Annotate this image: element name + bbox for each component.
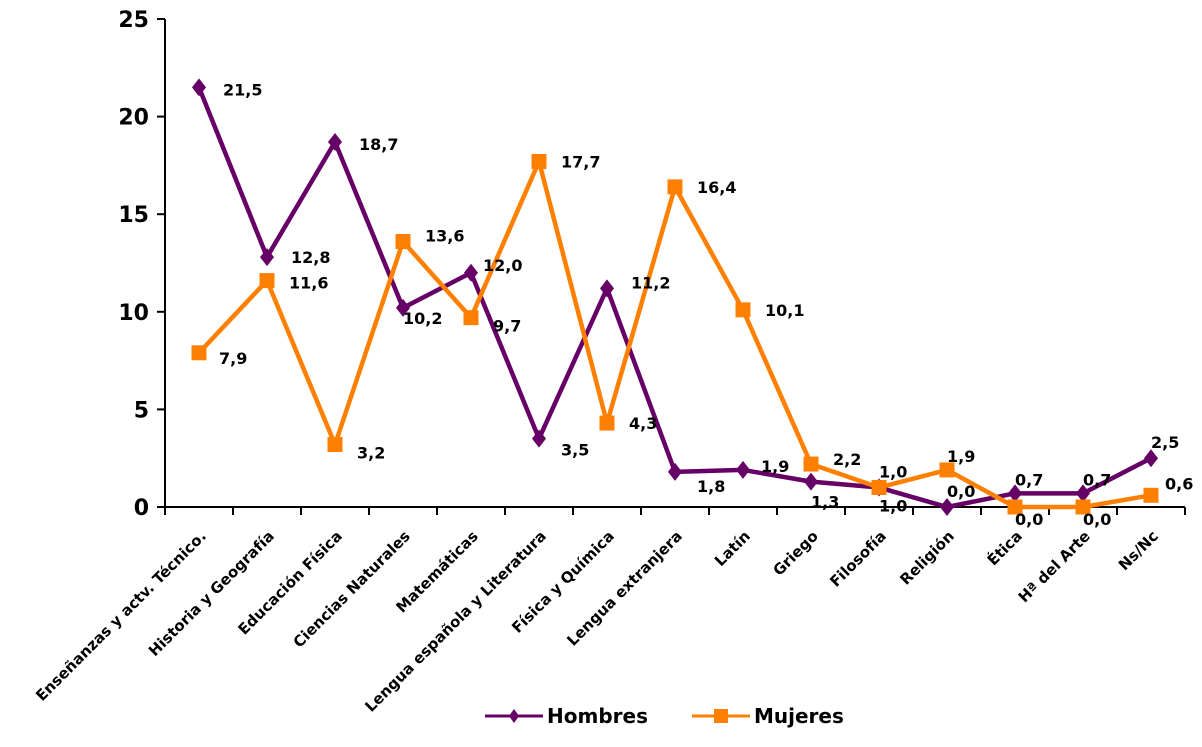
data-label-hombres: 1,8 [697,477,725,496]
data-label-hombres: 2,5 [1151,433,1179,452]
data-label-hombres: 0,0 [947,482,975,501]
y-axis-ticks: 0 5 10 15 20 25 [118,8,165,521]
data-label-mujeres: 11,6 [289,274,328,293]
series-layer [191,78,1159,516]
legend: Hombres Mujeres [485,704,844,728]
x-tick-label: Ética [983,526,1026,569]
series-line-mujeres [197,159,1152,510]
data-point-hombres [192,78,206,97]
x-tick-label: Religión [896,527,957,588]
data-label-hombres: 18,7 [359,135,398,154]
data-label-hombres: 1,0 [879,496,907,515]
data-point-hombres [940,498,954,516]
data-point-mujeres [1075,499,1091,515]
data-point-mujeres [735,302,751,318]
data-point-mujeres [803,456,819,472]
y-tick-label: 25 [118,8,149,33]
y-tick-label: 20 [118,106,149,131]
x-tick-label: Lengua extranjera [563,527,685,649]
data-point-hombres [1076,484,1090,503]
data-point-hombres [464,263,478,282]
legend-label-mujeres: Mujeres [754,704,844,728]
y-tick-label: 15 [118,203,149,228]
data-label-mujeres: 1,9 [947,447,975,466]
y-tick-label: 10 [118,301,149,326]
data-label-hombres: 21,5 [223,80,262,99]
data-label-hombres: 11,2 [631,273,670,292]
data-labels: 21,5 12,8 18,7 10,2 12,0 3,5 11,2 1,8 1,9 1,3 1,0 0… [219,80,1193,529]
data-point-hombres [260,248,274,267]
data-point-hombres [668,462,682,481]
data-label-mujeres: 1,0 [879,462,907,481]
data-point-mujeres [871,479,887,495]
data-point-mujeres [531,153,547,169]
data-point-mujeres [939,462,955,478]
data-point-hombres [396,298,410,317]
data-point-hombres [1144,449,1158,468]
data-label-hombres: 0,7 [1083,470,1111,489]
data-label-hombres: 3,5 [561,441,589,460]
data-point-hombres [328,132,342,151]
data-point-mujeres [327,437,343,453]
data-point-hombres [1008,484,1022,503]
legend-label-hombres: Hombres [547,704,648,728]
data-label-mujeres: 13,6 [425,227,464,246]
data-label-mujeres: 2,2 [833,450,861,469]
data-label-mujeres: 0,0 [1015,510,1043,529]
data-point-mujeres [667,179,683,195]
data-point-hombres [532,429,546,448]
data-label-mujeres: 16,4 [697,178,736,197]
x-tick-label: Ns/Nc [1115,527,1162,574]
data-label-mujeres: 10,1 [765,301,804,320]
data-label-mujeres: 9,7 [493,317,521,336]
data-point-mujeres [395,234,411,250]
data-label-mujeres: 0,0 [1083,510,1111,529]
y-tick-label: 0 [134,496,149,521]
data-point-mujeres [191,345,207,361]
x-tick-label: Filosofía [826,527,890,591]
data-label-hombres: 0,7 [1015,470,1043,489]
data-point-mujeres [259,273,275,289]
y-tick-label: 5 [134,398,149,423]
data-point-mujeres [463,310,479,326]
data-point-mujeres [599,415,615,431]
x-tick-label: Ciencias Naturales [290,527,414,651]
legend-marker-hombres [509,709,519,723]
data-label-hombres: 1,3 [811,493,839,512]
x-tick-label: Historia y Geografía [145,527,278,660]
data-label-mujeres: 17,7 [561,152,600,171]
data-point-mujeres [1007,499,1023,515]
data-point-mujeres [1143,487,1159,503]
data-label-hombres: 10,2 [403,309,442,328]
data-point-hombres [736,460,750,479]
x-tick-label: Griego [769,527,821,579]
x-tick-label: Latín [711,527,754,570]
data-point-hombres [600,279,614,298]
data-label-mujeres: 4,3 [629,414,657,433]
x-tick-label: Hª del Arte [1015,527,1094,606]
legend-marker-mujeres [714,709,728,723]
data-label-mujeres: 0,6 [1165,474,1193,493]
data-label-mujeres: 3,2 [357,444,385,463]
data-point-hombres [804,472,818,491]
data-label-hombres: 1,9 [761,457,789,476]
x-axis-labels: Enseñanzas y actv. Técnico.Historia y Ge… [32,526,1162,715]
data-label-hombres: 12,8 [291,248,330,267]
data-label-mujeres: 7,9 [219,349,247,368]
data-label-hombres: 12,0 [483,256,522,275]
